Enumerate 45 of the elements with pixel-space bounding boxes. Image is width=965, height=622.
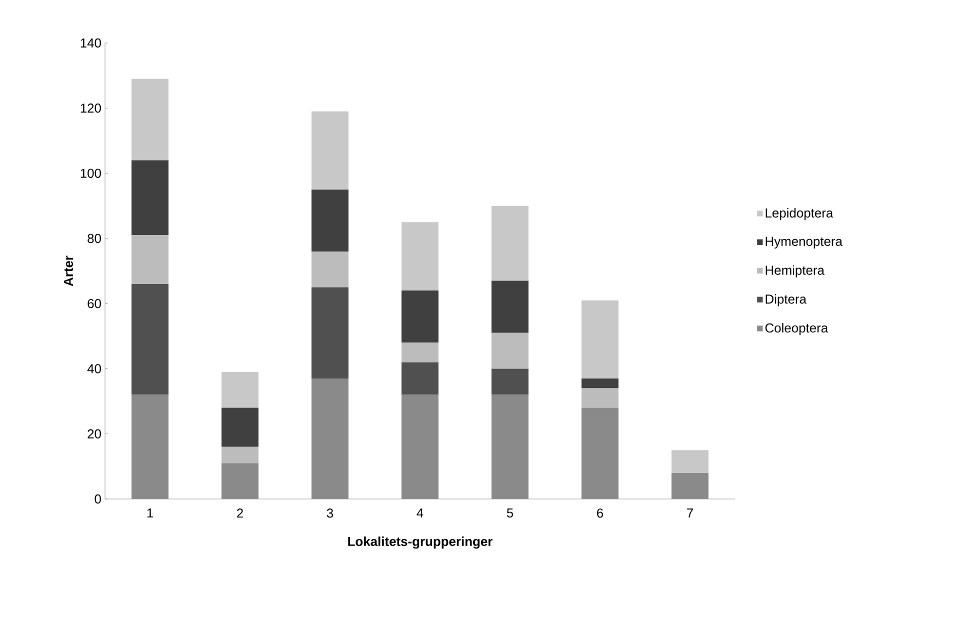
bar: [672, 450, 709, 473]
legend-label: Diptera: [766, 294, 806, 306]
bar: [402, 362, 438, 395]
y-tick-label: 40: [87, 364, 101, 374]
x-tick-label: 4: [416, 508, 424, 518]
bar: [132, 78, 168, 160]
bar: [492, 206, 528, 281]
y-tick-label: 60: [88, 298, 101, 308]
bar: [582, 300, 618, 378]
x-axis-title: Lokalitets-grupperinger: [348, 536, 492, 549]
y-tick-label: 20: [88, 429, 101, 438]
y-tick-label: 140: [80, 38, 101, 48]
bar: [132, 160, 168, 236]
bar: [312, 190, 348, 252]
bar: [402, 342, 438, 362]
y-tick-label: 80: [88, 234, 101, 244]
legend-label: Coleoptera: [765, 323, 828, 336]
bar: [492, 368, 528, 395]
bar: [222, 408, 258, 447]
x-tick-label: 2: [237, 508, 243, 518]
y-axis-title: Arter: [64, 256, 74, 286]
bar: [492, 332, 528, 369]
bar: [402, 290, 438, 343]
x-tick-label: 5: [506, 508, 514, 518]
bar: [222, 446, 258, 464]
y-tick-label: 100: [80, 168, 101, 178]
bar: [222, 372, 258, 408]
legend-label: Hymenoptera: [766, 236, 842, 249]
y-tick-label: 120: [80, 104, 101, 113]
legend-label: Hemiptera: [766, 265, 824, 278]
x-tick-label: 1: [147, 508, 153, 518]
legend-label: Lepidoptera: [766, 208, 834, 220]
bar: [312, 251, 348, 288]
bar: [132, 235, 168, 284]
bar: [312, 111, 348, 190]
bar: [492, 280, 528, 333]
x-tick-label: 6: [597, 508, 604, 518]
bar: [402, 222, 438, 291]
x-tick-label: 7: [687, 508, 693, 518]
bar: [582, 388, 618, 408]
x-tick-label: 3: [326, 508, 334, 518]
y-tick-label: 0: [94, 494, 101, 504]
bar: [312, 287, 348, 378]
bar: [132, 284, 168, 395]
bar: [582, 378, 618, 388]
